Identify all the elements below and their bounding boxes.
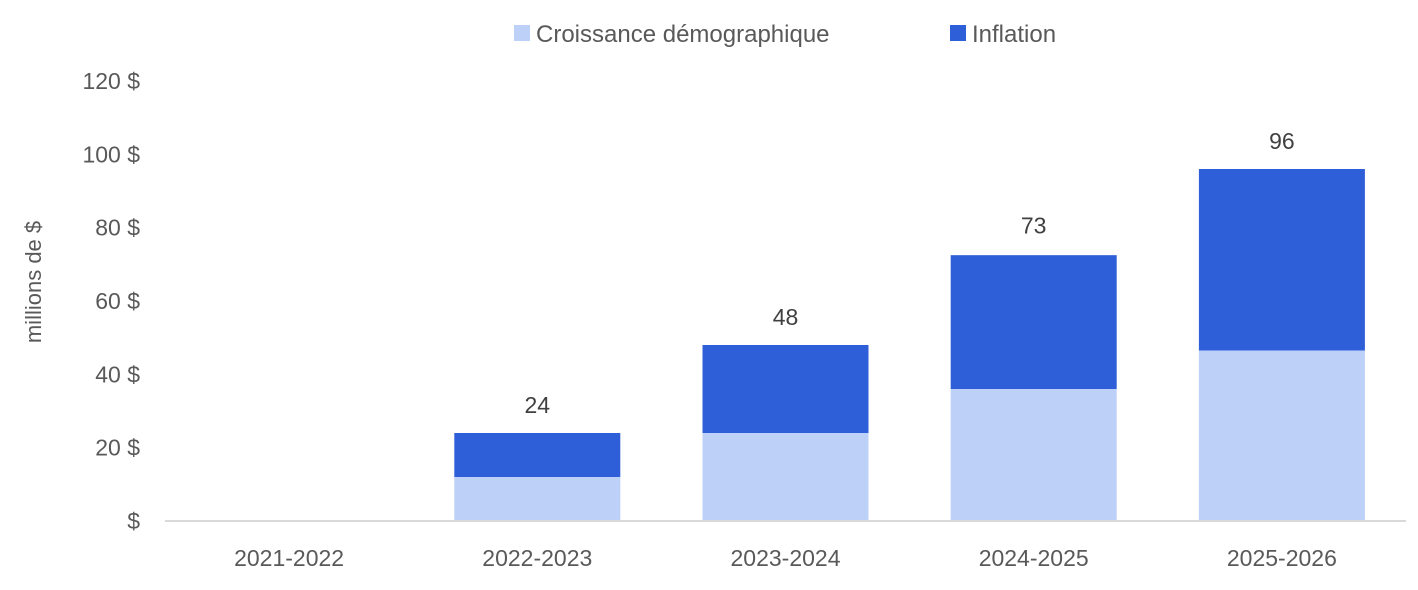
y-tick-label: 60 $ [95, 288, 140, 314]
y-tick-label: 40 $ [95, 361, 140, 387]
bar-segment-inflation [454, 433, 621, 477]
legend: Croissance démographique Inflation [514, 21, 1056, 48]
x-axis-ticks: 2021-2022 2022-2023 2023-2024 2024-2025 2025… [234, 545, 1337, 571]
bar-segment-croissance [702, 433, 869, 521]
x-tick-label: 2021-2022 [234, 545, 344, 571]
y-axis-ticks: $20 $ 40 $ 60 $ 80 $ 100 $ 120 $ [82, 68, 140, 534]
legend-label: Croissance démographique [536, 21, 830, 48]
y-axis-title: millions de $ [21, 221, 46, 343]
y-tick-label: 120 $ [82, 68, 140, 94]
bars [454, 169, 1365, 521]
bar-segment-croissance [454, 477, 621, 521]
bar-segment-inflation [702, 345, 869, 433]
legend-swatch [514, 25, 530, 41]
total-labels: 24 48 73 96 [525, 128, 1295, 418]
bar-segment-inflation [950, 255, 1117, 389]
bar-segment-inflation [1198, 169, 1365, 351]
bar-total-label: 24 [525, 392, 551, 418]
bar-segment-croissance [1198, 350, 1365, 521]
x-tick-label: 2024-2025 [979, 545, 1089, 571]
bar-total-label: 73 [1021, 212, 1047, 238]
bar-segment-croissance [950, 389, 1117, 521]
y-tick-label: 80 $ [95, 215, 140, 241]
x-tick-label: 2025-2026 [1227, 545, 1337, 571]
legend-label: Inflation [972, 21, 1056, 48]
y-tick-label: $ [127, 508, 140, 534]
bar-total-label: 48 [773, 304, 799, 330]
bar-total-label: 96 [1269, 128, 1295, 154]
y-tick-label: 20 $ [95, 435, 140, 461]
x-tick-label: 2022-2023 [482, 545, 592, 571]
legend-swatch [950, 25, 966, 41]
x-tick-label: 2023-2024 [731, 545, 841, 571]
y-tick-label: 100 $ [82, 141, 140, 167]
